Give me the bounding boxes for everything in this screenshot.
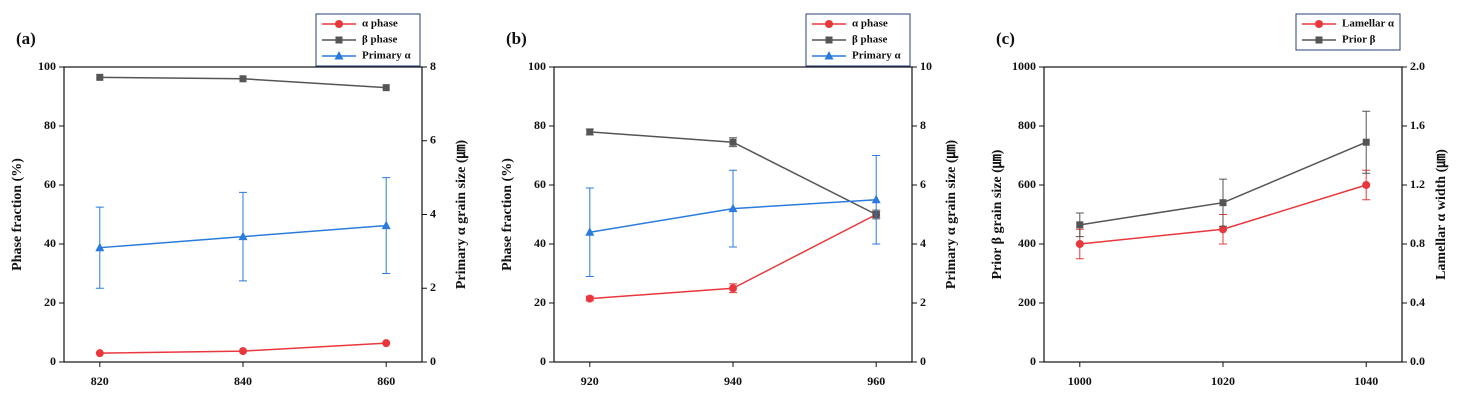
y2-tick-label: 6 (430, 133, 436, 147)
series (1075, 110, 1371, 238)
y-tick-label: 40 (44, 236, 56, 250)
y2-tick-label: 0.8 (1410, 236, 1425, 250)
x-tick-label: 960 (867, 374, 885, 388)
y2-tick-label: 0 (920, 354, 926, 368)
y-tick-label: 20 (534, 295, 546, 309)
x-tick-label: 1040 (1354, 374, 1378, 388)
y2-tick-label: 1.2 (1410, 177, 1425, 191)
y2-tick-label: 0.4 (1410, 295, 1425, 309)
y-tick-label: 0 (1030, 354, 1036, 368)
legend-label: Primary α (362, 50, 411, 62)
y2-tick-label: 4 (920, 236, 926, 250)
y2-axis-label: Primary α grain size (㎛) (944, 140, 960, 290)
y2-tick-label: 6 (920, 177, 926, 191)
legend-label: Primary α (852, 50, 901, 62)
y-axis-label: Prior β grain size (㎛) (990, 149, 1006, 279)
legend-marker (825, 20, 833, 28)
x-tick-label: 1020 (1211, 374, 1235, 388)
y2-tick-label: 0.0 (1410, 354, 1425, 368)
legend-label: α phase (852, 18, 888, 30)
marker (729, 138, 737, 146)
y2-axis-label: Lamellar α width (㎛) (1434, 149, 1450, 280)
marker (1076, 221, 1084, 229)
legend-box (1295, 13, 1401, 51)
x-tick-label: 940 (724, 374, 742, 388)
y-axis-label: Phase fraction (%) (500, 158, 515, 271)
marker (585, 294, 594, 303)
marker (382, 84, 390, 92)
legend-marker (335, 36, 343, 44)
y2-tick-label: 10 (920, 59, 932, 73)
marker (239, 75, 247, 83)
y-tick-label: 80 (534, 118, 546, 132)
series (95, 339, 391, 358)
marker (586, 128, 594, 136)
y-tick-label: 0 (540, 354, 546, 368)
legend-label: β phase (362, 34, 398, 46)
legend-marker (335, 20, 343, 28)
y-tick-label: 40 (534, 236, 546, 250)
marker (381, 220, 391, 230)
y2-tick-label: 4 (430, 206, 436, 220)
y-tick-label: 60 (44, 177, 56, 191)
legend-label: Prior β (1342, 34, 1376, 46)
marker (1362, 138, 1370, 146)
y-tick-label: 100 (38, 59, 56, 73)
marker (1219, 199, 1227, 207)
y-tick-label: 80 (44, 118, 56, 132)
marker (96, 73, 104, 81)
marker (728, 203, 738, 213)
y-tick-label: 600 (1018, 177, 1036, 191)
marker (238, 231, 248, 241)
y-tick-label: 100 (528, 59, 546, 73)
y2-axis-label: Primary α grain size (㎛) (454, 140, 470, 290)
marker (1219, 225, 1227, 234)
marker (1362, 181, 1371, 189)
series (96, 73, 390, 92)
y-tick-label: 200 (1018, 295, 1036, 309)
y-tick-label: 0 (50, 354, 56, 368)
marker (95, 242, 105, 252)
y-tick-label: 1000 (1012, 59, 1036, 73)
y2-tick-label: 2.0 (1410, 59, 1425, 73)
y-tick-label: 400 (1018, 236, 1036, 250)
y-axis-label: Phase fraction (%) (10, 158, 25, 271)
x-tick-label: 820 (91, 374, 109, 388)
y-tick-label: 800 (1018, 118, 1036, 132)
y2-tick-label: 8 (920, 118, 926, 132)
panel-label: (c) (996, 29, 1015, 48)
x-tick-label: 860 (377, 374, 395, 388)
y2-tick-label: 2 (920, 295, 926, 309)
marker (871, 194, 881, 204)
x-tick-label: 920 (581, 374, 599, 388)
x-tick-label: 840 (234, 374, 252, 388)
y-tick-label: 60 (534, 177, 546, 191)
y2-tick-label: 8 (430, 59, 436, 73)
y2-tick-label: 0 (430, 354, 436, 368)
marker (382, 339, 391, 348)
marker (239, 347, 247, 356)
legend-label: β phase (852, 34, 888, 46)
legend-marker (1315, 36, 1323, 44)
y-tick-label: 20 (44, 295, 56, 309)
series (585, 155, 881, 277)
panel-label: (b) (506, 29, 527, 48)
series (95, 177, 391, 289)
panel-label: (a) (16, 29, 36, 48)
marker (1075, 240, 1084, 248)
legend-marker (334, 51, 344, 60)
y2-tick-label: 1.6 (1410, 118, 1425, 132)
y2-tick-label: 2 (430, 280, 436, 294)
marker (95, 349, 104, 358)
legend-marker (824, 51, 834, 60)
legend-label: Lamellar α (1342, 18, 1395, 30)
legend-marker (825, 36, 833, 44)
marker (585, 227, 595, 236)
x-tick-label: 1000 (1068, 374, 1092, 388)
legend-marker (1315, 20, 1323, 28)
marker (729, 284, 737, 293)
legend-label: α phase (362, 18, 398, 30)
